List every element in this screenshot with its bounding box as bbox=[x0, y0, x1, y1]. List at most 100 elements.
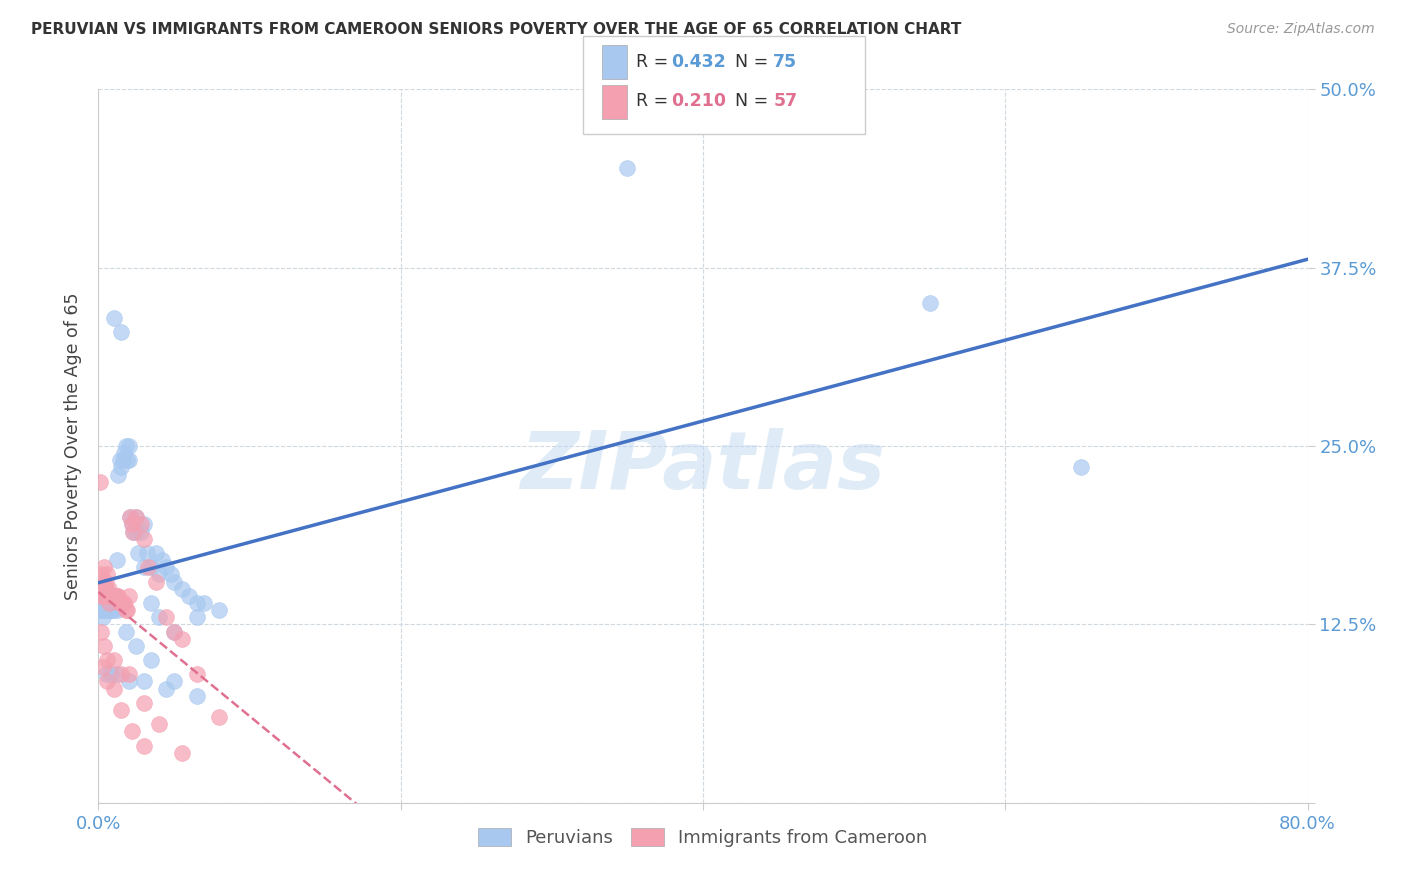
Point bbox=[145, 546, 167, 560]
Point bbox=[186, 610, 208, 624]
Point bbox=[100, 589, 122, 603]
Point bbox=[112, 446, 135, 460]
Point bbox=[208, 603, 231, 617]
Point bbox=[141, 596, 163, 610]
Point bbox=[103, 681, 125, 696]
Point bbox=[163, 624, 186, 639]
Point bbox=[120, 510, 142, 524]
Point bbox=[132, 739, 155, 753]
Point bbox=[96, 653, 118, 667]
Text: 0.210: 0.210 bbox=[671, 92, 725, 110]
Point bbox=[193, 596, 215, 610]
Point bbox=[121, 724, 143, 739]
Point bbox=[125, 510, 148, 524]
Point bbox=[94, 574, 117, 589]
Point bbox=[108, 596, 131, 610]
Point bbox=[91, 610, 114, 624]
Point bbox=[111, 453, 134, 467]
Point bbox=[122, 524, 145, 539]
Point bbox=[114, 603, 136, 617]
Point bbox=[132, 696, 155, 710]
Point bbox=[89, 582, 111, 596]
Point bbox=[170, 746, 193, 760]
Point bbox=[132, 674, 155, 689]
Point bbox=[90, 567, 112, 582]
Point bbox=[186, 667, 208, 681]
Point bbox=[616, 161, 638, 175]
Point bbox=[208, 710, 231, 724]
Point bbox=[93, 596, 115, 610]
Point bbox=[98, 596, 121, 610]
Point bbox=[148, 567, 170, 582]
Text: R =: R = bbox=[636, 53, 673, 70]
Point bbox=[155, 681, 177, 696]
Point bbox=[104, 589, 127, 603]
Point bbox=[121, 517, 143, 532]
Point bbox=[121, 517, 143, 532]
Legend: Peruvians, Immigrants from Cameroon: Peruvians, Immigrants from Cameroon bbox=[478, 828, 928, 847]
Point bbox=[111, 596, 134, 610]
Point bbox=[186, 689, 208, 703]
Point bbox=[96, 596, 118, 610]
Point bbox=[163, 674, 186, 689]
Point bbox=[132, 560, 155, 574]
Point bbox=[112, 596, 135, 610]
Point bbox=[122, 524, 145, 539]
Text: 0.432: 0.432 bbox=[671, 53, 725, 70]
Point bbox=[110, 667, 132, 681]
Text: 75: 75 bbox=[773, 53, 797, 70]
Point bbox=[118, 589, 141, 603]
Point bbox=[105, 603, 128, 617]
Point bbox=[94, 596, 117, 610]
Point bbox=[90, 603, 112, 617]
Point bbox=[118, 674, 141, 689]
Point bbox=[103, 653, 125, 667]
Point bbox=[155, 610, 177, 624]
Text: N =: N = bbox=[735, 53, 775, 70]
Point bbox=[114, 439, 136, 453]
Point bbox=[110, 596, 132, 610]
Point bbox=[94, 667, 117, 681]
Point bbox=[125, 510, 148, 524]
Point bbox=[918, 296, 941, 310]
Point bbox=[132, 532, 155, 546]
Point bbox=[118, 667, 141, 681]
Point bbox=[186, 596, 208, 610]
Point bbox=[93, 560, 115, 574]
Point bbox=[155, 560, 177, 574]
Point bbox=[93, 582, 115, 596]
Point bbox=[115, 453, 138, 467]
Point bbox=[110, 325, 132, 339]
Point bbox=[145, 574, 167, 589]
Point bbox=[103, 589, 125, 603]
Point bbox=[150, 553, 173, 567]
Point bbox=[104, 589, 127, 603]
Point bbox=[96, 589, 118, 603]
Point bbox=[120, 510, 142, 524]
Point bbox=[104, 589, 127, 603]
Point bbox=[91, 589, 114, 603]
Point bbox=[141, 653, 163, 667]
Point bbox=[100, 589, 122, 603]
Point bbox=[160, 567, 183, 582]
Point bbox=[101, 603, 124, 617]
Point bbox=[103, 589, 125, 603]
Point bbox=[100, 596, 122, 610]
Text: R =: R = bbox=[636, 92, 673, 110]
Point bbox=[94, 582, 117, 596]
Point bbox=[148, 610, 170, 624]
Point bbox=[91, 660, 114, 674]
Point bbox=[105, 589, 128, 603]
Point bbox=[179, 589, 201, 603]
Point bbox=[141, 560, 163, 574]
Point bbox=[90, 624, 112, 639]
Point bbox=[110, 703, 132, 717]
Point bbox=[90, 596, 112, 610]
Point bbox=[105, 553, 128, 567]
Point bbox=[93, 639, 115, 653]
Point bbox=[127, 546, 149, 560]
Point bbox=[100, 603, 122, 617]
Point bbox=[89, 603, 111, 617]
Point bbox=[94, 582, 117, 596]
Point bbox=[129, 517, 152, 532]
